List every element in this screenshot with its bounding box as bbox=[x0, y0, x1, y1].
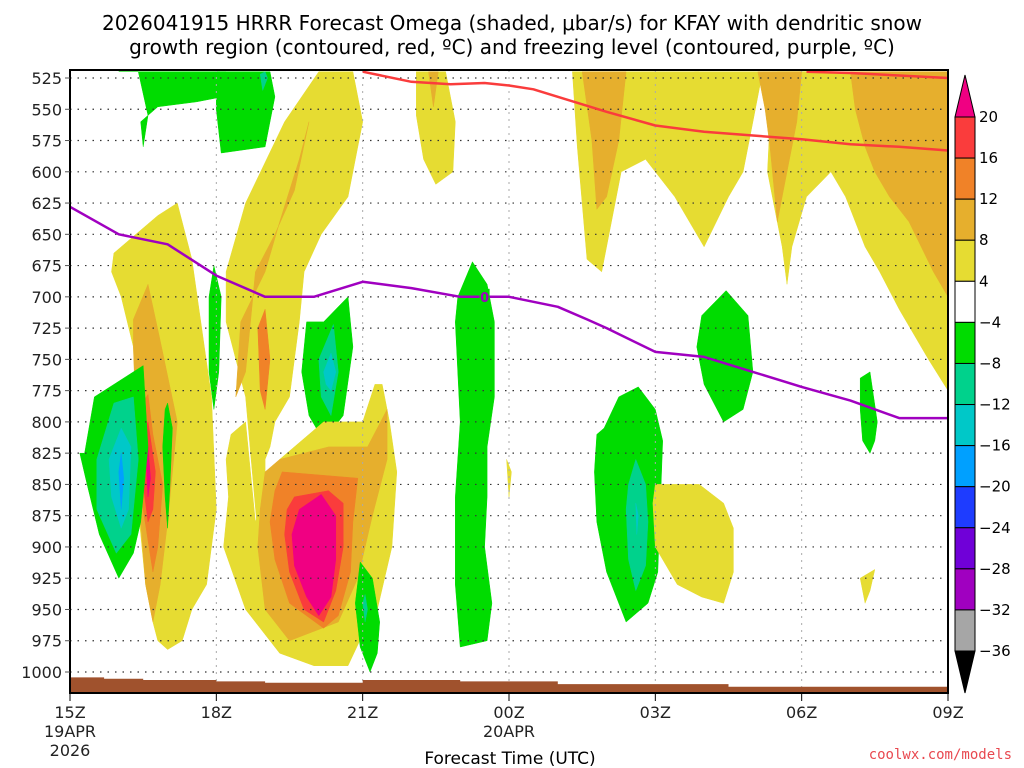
colorbar-tick-label: 20 bbox=[979, 108, 998, 126]
y-tick-label: 550 bbox=[31, 100, 62, 119]
omega-region-28 bbox=[455, 261, 495, 648]
omega-shading bbox=[79, 71, 948, 673]
omega-region-24 bbox=[355, 561, 380, 673]
y-tick-label: 675 bbox=[31, 257, 62, 276]
colorbar-tick-label: −32 bbox=[979, 601, 1011, 619]
colorbar-tick-label: −4 bbox=[979, 313, 1001, 331]
colorbar-tick-label: 12 bbox=[979, 190, 998, 208]
x-tick-label: 00Z bbox=[493, 703, 524, 722]
y-tick-label: 625 bbox=[31, 194, 62, 213]
y-tick-label: 575 bbox=[31, 132, 62, 151]
colorbar-tick-label: −36 bbox=[979, 642, 1011, 660]
colorbar-bin bbox=[954, 527, 976, 570]
y-tick-label: 900 bbox=[31, 538, 62, 557]
colorbar-bin bbox=[954, 362, 976, 406]
credit-link[interactable]: coolwx.com/models bbox=[869, 747, 1012, 763]
colorbar-bin bbox=[954, 280, 976, 323]
colorbar-bin bbox=[954, 157, 976, 200]
colorbar-bin bbox=[954, 568, 976, 611]
colorbar-tick-label: −24 bbox=[979, 519, 1011, 537]
colorbar-bin bbox=[954, 321, 976, 364]
y-tick-label: 875 bbox=[31, 507, 62, 526]
dendritic-growth-zone-line bbox=[362, 70, 948, 152]
y-tick-label: 525 bbox=[31, 69, 62, 88]
colorbar-bin bbox=[954, 609, 976, 652]
colorbar-bin bbox=[954, 404, 976, 447]
colorbar-tick-label: −12 bbox=[979, 396, 1011, 414]
omega-region-41 bbox=[859, 371, 878, 454]
colorbar-tick-label: 8 bbox=[979, 231, 989, 249]
freezing-level-line bbox=[70, 205, 948, 420]
x-tick-label: 21Z bbox=[347, 703, 378, 722]
colorbar-tick-label: −20 bbox=[979, 478, 1011, 496]
omega-region-23 bbox=[291, 494, 337, 616]
terrain bbox=[70, 677, 948, 693]
y-tick-label: 925 bbox=[31, 569, 62, 588]
colorbar-bin bbox=[954, 116, 976, 159]
omega-region-31 bbox=[581, 71, 627, 210]
omega-region-35 bbox=[162, 402, 173, 529]
freezing-level-label: 0 bbox=[480, 291, 489, 306]
y-tick-label: 850 bbox=[31, 475, 62, 494]
colorbar: 20 16 12 8 4 −4 −8 −12 −16 −20 −24 −28 −32 −36 bbox=[954, 74, 1011, 694]
colorbar-bin bbox=[954, 239, 976, 282]
colorbar-tick-label: −16 bbox=[979, 437, 1011, 455]
x-tick-label: 18Z bbox=[201, 703, 232, 722]
omega-region-34 bbox=[850, 71, 948, 298]
colorbar-bin bbox=[954, 198, 976, 241]
chart-title-line-2: growth region (contoured, red, ºC) and f… bbox=[129, 35, 895, 59]
x-tick-year: 2026 bbox=[50, 741, 91, 760]
omega-region-25 bbox=[362, 594, 368, 623]
y-tick-label: 1000 bbox=[21, 663, 62, 682]
colorbar-max-arrow bbox=[954, 74, 976, 118]
x-tick-date: 19APR bbox=[44, 722, 96, 741]
contours: 0 bbox=[70, 70, 948, 420]
colorbar-tick-label: 4 bbox=[979, 272, 989, 290]
omega-region-1 bbox=[216, 71, 276, 154]
x-tick-label: 03Z bbox=[640, 703, 671, 722]
y-tick-label: 950 bbox=[31, 600, 62, 619]
dendritic-growth-zone-upper-line bbox=[806, 70, 948, 80]
omega-region-40 bbox=[652, 484, 734, 604]
colorbar-tick-label: 16 bbox=[979, 149, 998, 167]
omega-region-27 bbox=[428, 71, 439, 108]
omega-region-18 bbox=[323, 352, 337, 391]
chart-title-line-1: 2026041915 HRRR Forecast Omega (shaded, … bbox=[102, 11, 922, 35]
y-tick-label: 775 bbox=[31, 382, 62, 401]
x-tick-date: 20APR bbox=[483, 722, 535, 741]
y-tick-label: 800 bbox=[31, 413, 62, 432]
x-tick-label: 09Z bbox=[932, 703, 963, 722]
omega-region-39 bbox=[696, 290, 754, 423]
colorbar-bin bbox=[954, 445, 976, 488]
y-axis: 525 550 575 600 625 650 675 700 725 750 775 800 825 8… bbox=[21, 69, 70, 682]
omega-region-26 bbox=[416, 71, 456, 185]
omega-region-15 bbox=[257, 309, 271, 410]
y-tick-label: 725 bbox=[31, 319, 62, 338]
omega-region-11 bbox=[118, 452, 124, 510]
x-tick-label: 06Z bbox=[786, 703, 817, 722]
x-tick-label: 15Z bbox=[54, 703, 85, 722]
colorbar-tick-label: −8 bbox=[979, 354, 1001, 372]
freezing-level-label-bg bbox=[479, 288, 490, 304]
omega-region-42 bbox=[859, 569, 876, 604]
omega-region-38 bbox=[635, 502, 639, 535]
colorbar-bin bbox=[954, 486, 976, 529]
y-tick-label: 825 bbox=[31, 444, 62, 463]
terrain-fill bbox=[70, 677, 948, 693]
y-tick-label: 975 bbox=[31, 632, 62, 651]
y-tick-label: 750 bbox=[31, 350, 62, 369]
omega-region-14 bbox=[235, 121, 310, 398]
y-tick-label: 700 bbox=[31, 288, 62, 307]
omega-region-29 bbox=[506, 459, 512, 498]
y-tick-label: 650 bbox=[31, 225, 62, 244]
colorbar-tick-label: −28 bbox=[979, 560, 1011, 578]
omega-region-2 bbox=[259, 71, 268, 91]
y-tick-label: 600 bbox=[31, 163, 62, 182]
grid bbox=[70, 70, 948, 693]
x-axis-label: Forecast Time (UTC) bbox=[424, 749, 595, 768]
colorbar-min-arrow bbox=[954, 650, 976, 694]
